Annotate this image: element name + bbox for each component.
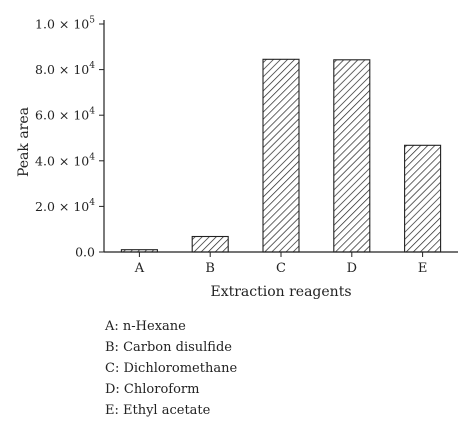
x-tick-label: E [418,261,428,276]
x-tick-label: D [347,261,357,276]
bar-chart: 0.0 2.0 × 104 4.0 × 104 6.0 × 104 8.0 × 104 1… [16,16,458,300]
y-axis-label: Peak area [16,107,32,177]
legend-item-c: C: Dichloromethane [105,361,238,376]
bar-c [262,58,300,253]
legend-item-d: D: Chloroform [105,382,200,397]
y-tick-label: 2.0 × 104 [35,198,95,214]
legend-item-a: A: n-Hexane [105,319,186,334]
y-tick-label: 1.0 × 105 [35,16,95,32]
legend-item-b: B: Carbon disulfide [105,340,232,355]
y-tick-label: 6.0 × 104 [35,107,95,123]
y-tick-label: 0.0 [75,245,95,260]
bar-d [333,59,371,253]
bar-e [404,144,442,253]
reagent-legend: A: n-Hexane B: Carbon disulfide C: Dichl… [105,316,237,421]
y-tick-label: 4.0 × 104 [35,152,95,168]
x-tick-label: C [276,261,286,276]
legend-item-e: E: Ethyl acetate [105,403,211,418]
y-tick-label: 8.0 × 104 [35,61,95,77]
x-axis-label: Extraction reagents [210,284,351,300]
bars-layer [120,58,442,253]
ticks-layer: 0.0 2.0 × 104 4.0 × 104 6.0 × 104 8.0 × 104 1… [35,16,427,277]
bar-b [191,235,229,253]
x-tick-label: A [134,261,145,276]
x-tick-label: B [205,261,215,276]
